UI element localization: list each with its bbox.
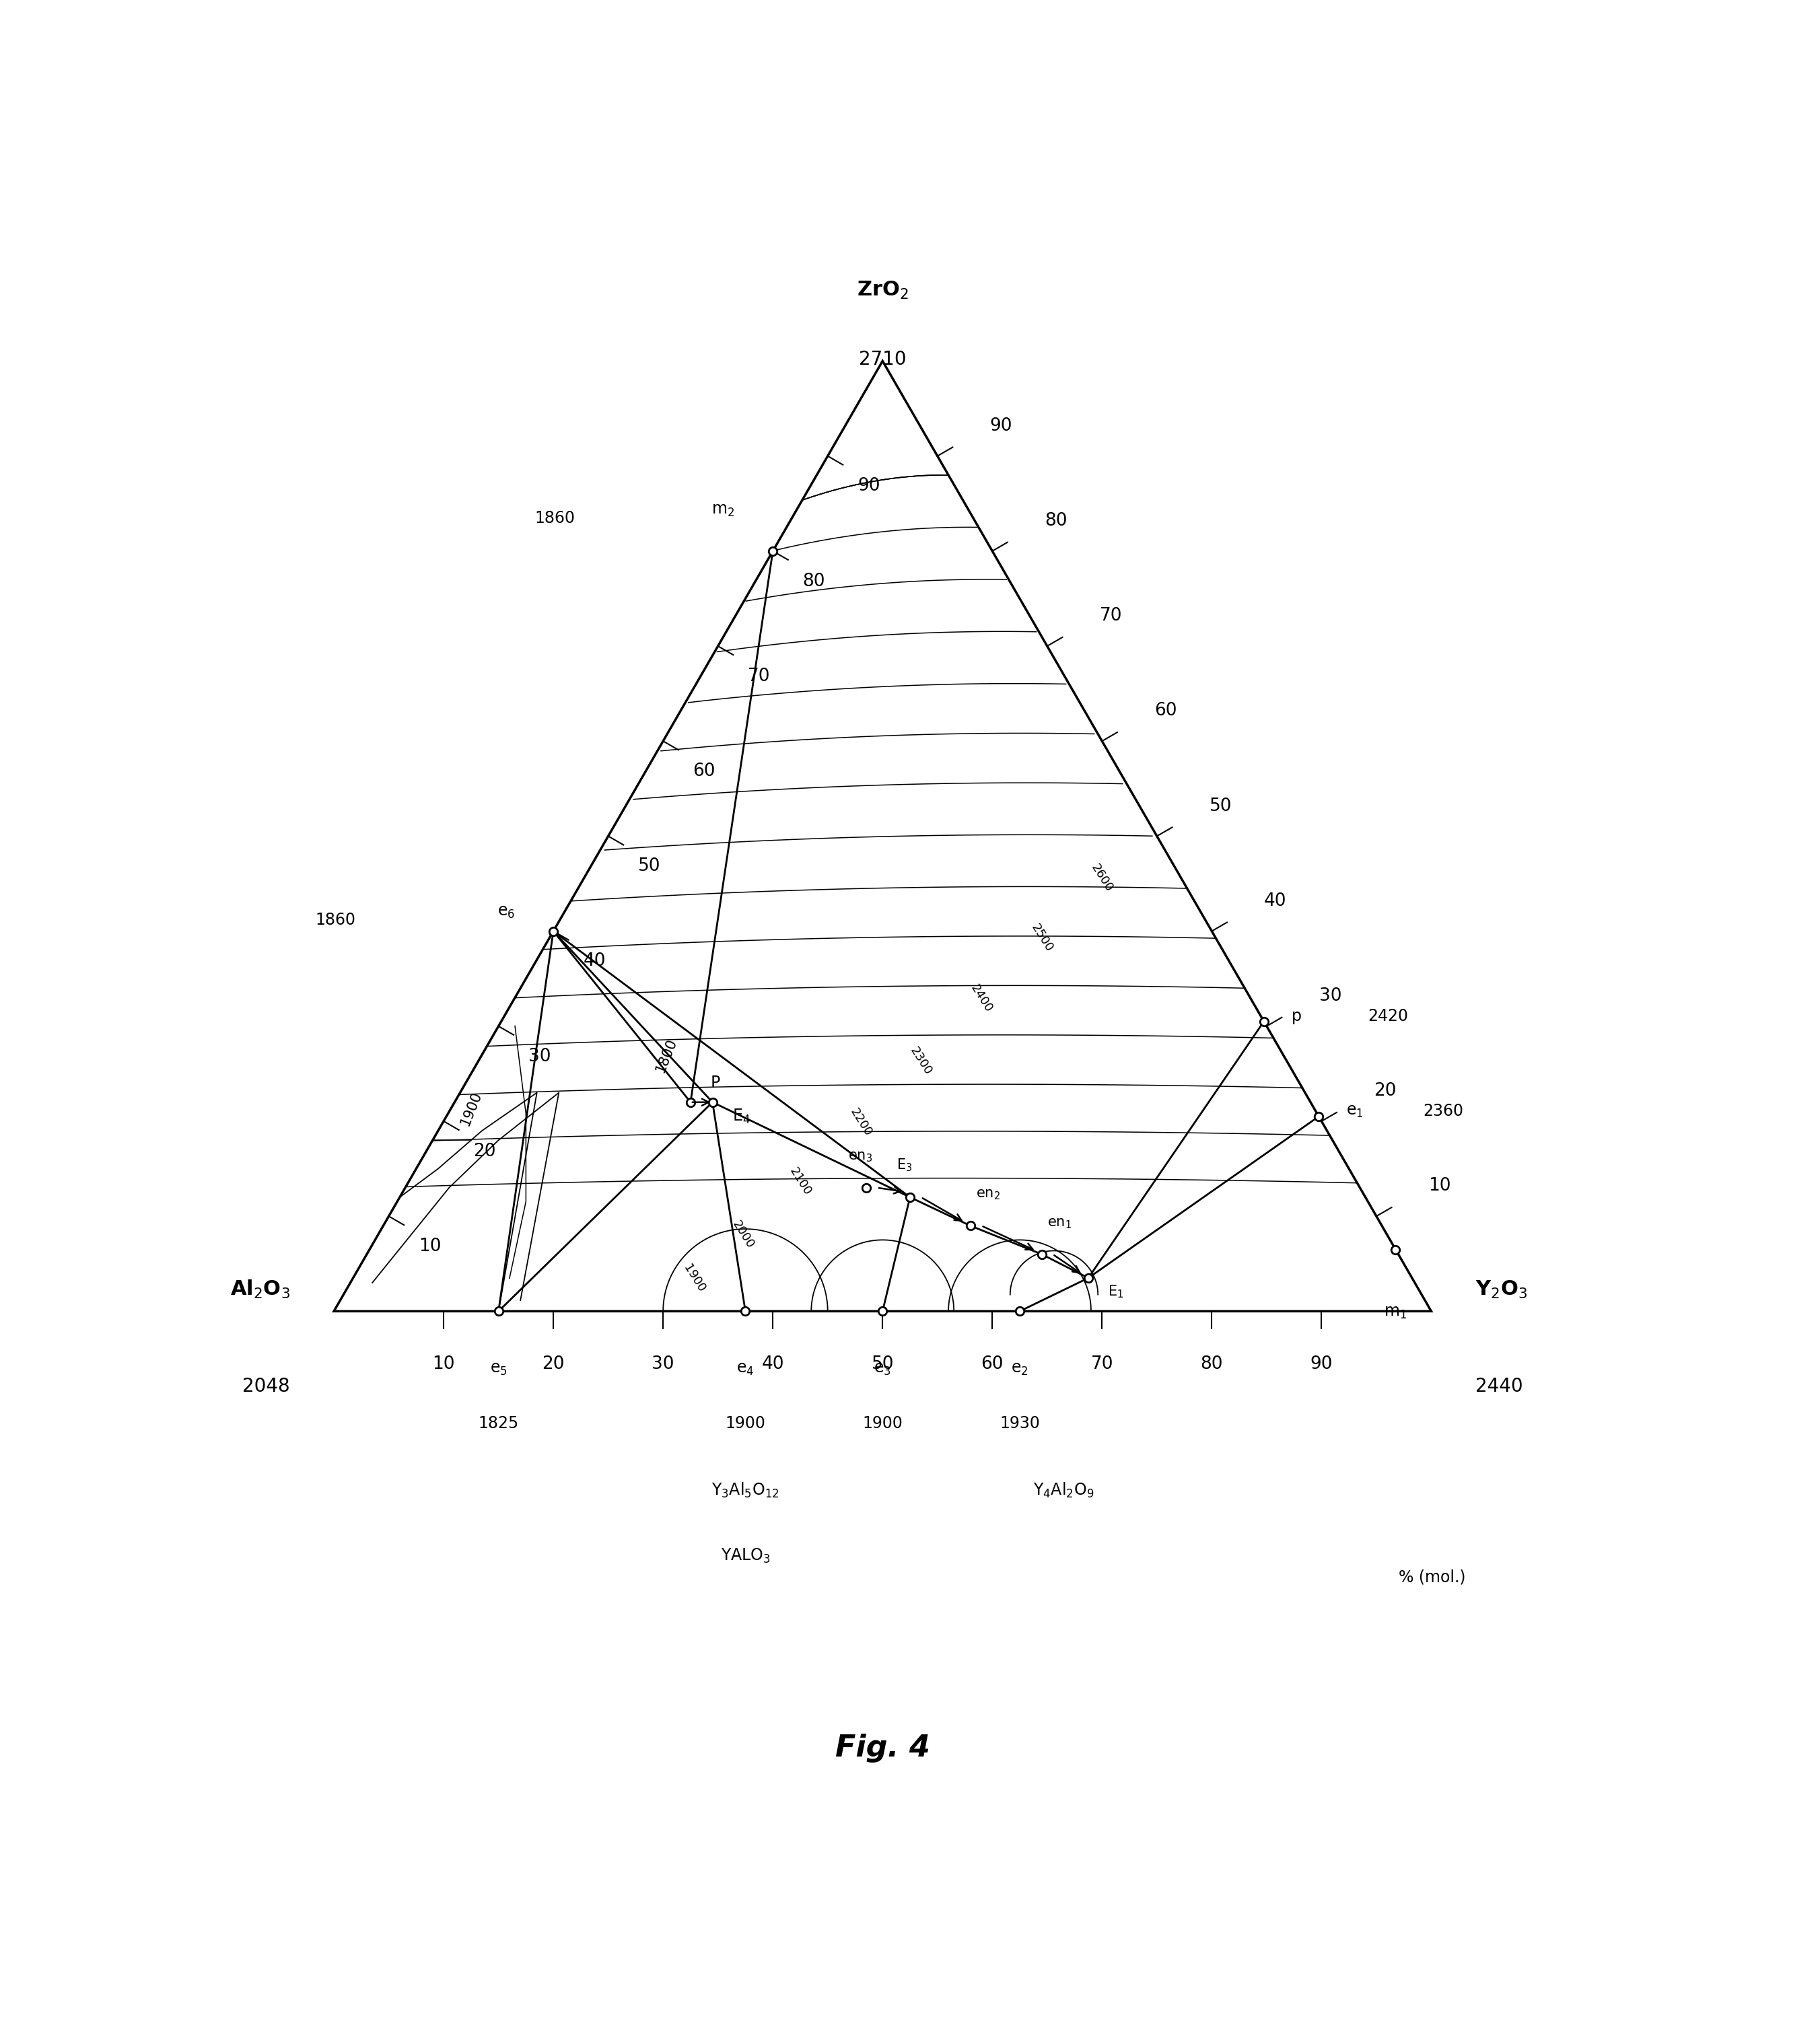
- Text: Y$_2$O$_3$: Y$_2$O$_3$: [1476, 1280, 1527, 1300]
- Text: 30: 30: [652, 1355, 675, 1373]
- Text: Y$_3$Al$_5$O$_{12}$: Y$_3$Al$_5$O$_{12}$: [712, 1482, 779, 1500]
- Text: e$_3$: e$_3$: [874, 1361, 892, 1377]
- Text: ZrO$_2$: ZrO$_2$: [857, 281, 908, 301]
- Text: 10: 10: [1429, 1177, 1451, 1195]
- Text: 2500: 2500: [1028, 923, 1056, 955]
- Text: e$_2$: e$_2$: [1012, 1361, 1028, 1377]
- Text: 1930: 1930: [999, 1415, 1039, 1431]
- Text: Y$_4$Al$_2$O$_9$: Y$_4$Al$_2$O$_9$: [1034, 1482, 1094, 1500]
- Text: 1800: 1800: [653, 1036, 679, 1074]
- Text: 40: 40: [761, 1355, 784, 1373]
- Text: m$_1$: m$_1$: [1383, 1304, 1407, 1320]
- Text: 2300: 2300: [908, 1046, 934, 1078]
- Text: 70: 70: [1099, 608, 1121, 624]
- Text: 20: 20: [1374, 1082, 1396, 1100]
- Text: 40: 40: [1265, 892, 1287, 911]
- Text: 2200: 2200: [848, 1106, 874, 1139]
- Text: 60: 60: [693, 763, 715, 779]
- Text: 2600: 2600: [1088, 862, 1116, 894]
- Text: YALO$_3$: YALO$_3$: [721, 1547, 770, 1565]
- Text: P: P: [710, 1074, 721, 1090]
- Text: 1860: 1860: [315, 913, 357, 929]
- Text: 50: 50: [872, 1355, 894, 1373]
- Text: 20: 20: [542, 1355, 564, 1373]
- Text: 90: 90: [1310, 1355, 1332, 1373]
- Text: 2440: 2440: [1476, 1377, 1523, 1395]
- Text: 70: 70: [1090, 1355, 1114, 1373]
- Text: 2360: 2360: [1423, 1102, 1463, 1119]
- Text: 10: 10: [433, 1355, 455, 1373]
- Text: 90: 90: [990, 418, 1012, 434]
- Text: 2710: 2710: [859, 349, 906, 369]
- Text: en$_2$: en$_2$: [976, 1187, 1001, 1201]
- Text: E$_3$: E$_3$: [897, 1157, 912, 1173]
- Text: 1860: 1860: [535, 511, 575, 527]
- Text: Al$_2$O$_3$: Al$_2$O$_3$: [229, 1278, 289, 1300]
- Text: e$_1$: e$_1$: [1347, 1102, 1363, 1119]
- Text: e$_5$: e$_5$: [490, 1361, 508, 1377]
- Text: 2400: 2400: [968, 983, 994, 1016]
- Text: 50: 50: [639, 858, 661, 874]
- Text: 20: 20: [473, 1143, 495, 1161]
- Text: E$_1$: E$_1$: [1108, 1284, 1123, 1300]
- Text: 2420: 2420: [1369, 1007, 1409, 1024]
- Text: 2100: 2100: [786, 1165, 814, 1197]
- Text: 10: 10: [419, 1238, 440, 1256]
- Text: E$_4$: E$_4$: [732, 1108, 750, 1125]
- Text: p: p: [1292, 1007, 1301, 1024]
- Text: 2000: 2000: [730, 1217, 757, 1250]
- Text: 30: 30: [528, 1048, 551, 1066]
- Text: 80: 80: [803, 573, 824, 590]
- Text: 1900: 1900: [724, 1415, 766, 1431]
- Text: 60: 60: [981, 1355, 1003, 1373]
- Text: 90: 90: [857, 476, 879, 495]
- Text: 80: 80: [1201, 1355, 1223, 1373]
- Text: e$_6$: e$_6$: [497, 905, 515, 921]
- Text: en$_3$: en$_3$: [848, 1151, 874, 1163]
- Text: 1825: 1825: [479, 1415, 519, 1431]
- Text: 50: 50: [1208, 798, 1232, 816]
- Text: 1900: 1900: [863, 1415, 903, 1431]
- Text: 40: 40: [582, 953, 606, 969]
- Text: e$_4$: e$_4$: [737, 1361, 753, 1377]
- Text: 60: 60: [1154, 703, 1178, 719]
- Text: 70: 70: [748, 668, 770, 684]
- Text: % (mol.): % (mol.): [1398, 1569, 1465, 1585]
- Text: en$_1$: en$_1$: [1046, 1217, 1072, 1230]
- Text: 80: 80: [1045, 513, 1067, 529]
- Text: m$_2$: m$_2$: [712, 503, 735, 519]
- Text: 1900: 1900: [459, 1088, 484, 1127]
- Text: 30: 30: [1320, 987, 1341, 1005]
- Text: Fig. 4: Fig. 4: [835, 1734, 930, 1763]
- Text: 1900: 1900: [681, 1262, 706, 1294]
- Text: 2048: 2048: [242, 1377, 289, 1395]
